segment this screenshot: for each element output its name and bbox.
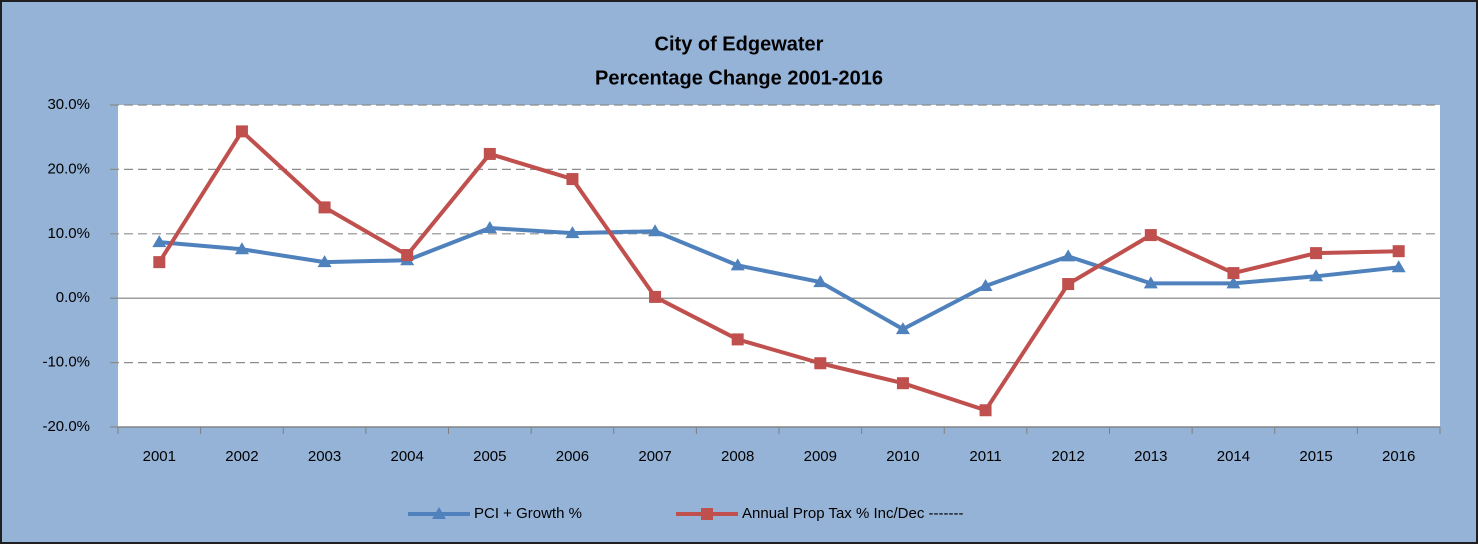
marker: [401, 249, 414, 262]
marker: [731, 333, 744, 346]
series-line: [157, 129, 1399, 413]
x-tick-label: 2006: [556, 448, 589, 465]
marker: [978, 278, 993, 291]
marker: [896, 377, 909, 390]
marker: [483, 147, 496, 160]
marker: [1391, 260, 1406, 273]
marker: [318, 201, 331, 214]
x-tick-label: 2008: [721, 448, 754, 465]
x-tick-label: 2016: [1382, 448, 1415, 465]
marker: [566, 173, 579, 186]
x-tick-label: 2009: [804, 448, 837, 465]
marker: [814, 357, 827, 370]
chart-title: City of Edgewater: [655, 33, 824, 55]
x-tick-label: 2010: [886, 448, 919, 465]
marker: [730, 258, 745, 271]
x-tick-label: 2014: [1217, 448, 1250, 465]
marker: [235, 125, 248, 138]
marker: [1310, 247, 1323, 260]
x-tick-label: 2007: [638, 448, 671, 465]
marker: [432, 507, 446, 519]
chart-subtitle: Percentage Change 2001-2016: [595, 67, 883, 89]
x-tick-label: 2015: [1299, 448, 1332, 465]
plot-area: [118, 105, 1440, 427]
marker: [1061, 249, 1076, 262]
series-line: [159, 226, 1399, 332]
marker: [317, 255, 332, 268]
marker: [649, 290, 662, 303]
y-tick-label: 20.0%: [47, 160, 90, 177]
y-tick-label: 0.0%: [56, 289, 90, 306]
marker: [1227, 267, 1240, 280]
x-tick-label: 2001: [143, 448, 176, 465]
marker: [979, 404, 992, 417]
marker: [701, 508, 713, 520]
x-tick-label: 2012: [1052, 448, 1085, 465]
x-tick-label: 2005: [473, 448, 506, 465]
marker: [1309, 269, 1324, 282]
marker: [234, 242, 249, 255]
marker: [1226, 276, 1241, 289]
y-tick-label: 10.0%: [47, 225, 90, 242]
y-tick-label: -10.0%: [42, 354, 90, 371]
y-tick-label: 30.0%: [47, 96, 90, 113]
marker: [153, 256, 166, 269]
x-tick-label: 2004: [391, 448, 424, 465]
marker: [1392, 245, 1405, 258]
legend-label: PCI + Growth %: [474, 505, 582, 522]
x-tick-label: 2002: [225, 448, 258, 465]
marker: [1062, 278, 1075, 291]
x-tick-label: 2003: [308, 448, 341, 465]
marker: [1144, 229, 1157, 242]
legend-label: Annual Prop Tax % Inc/Dec -------: [742, 505, 963, 522]
marker: [648, 224, 663, 237]
marker: [895, 322, 910, 335]
y-tick-label: -20.0%: [42, 418, 90, 435]
marker: [1143, 276, 1158, 289]
marker: [565, 226, 580, 239]
x-tick-label: 2011: [969, 448, 1001, 465]
marker: [152, 235, 167, 248]
marker: [813, 275, 828, 288]
x-tick-label: 2013: [1134, 448, 1167, 465]
marker: [482, 221, 497, 234]
